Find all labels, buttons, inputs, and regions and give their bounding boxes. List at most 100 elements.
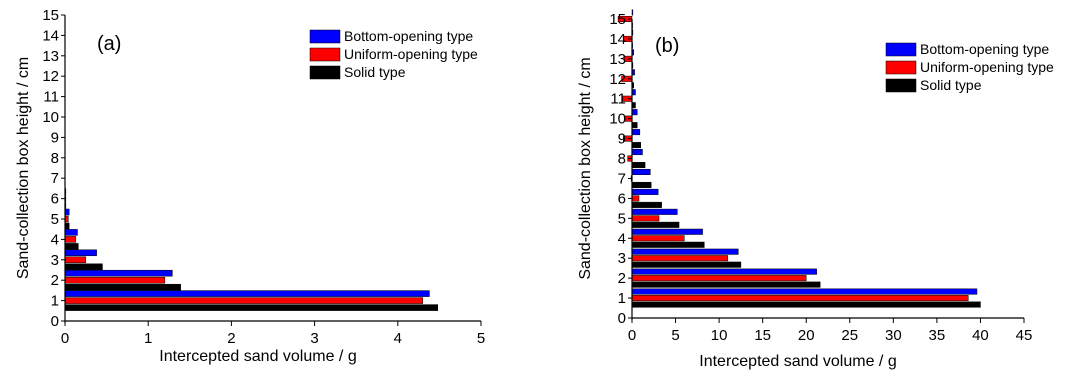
y-tick-label: 8 <box>618 151 626 168</box>
y-tick-label: 13 <box>42 48 59 65</box>
bar-solid-type-h2 <box>631 281 821 288</box>
legend-swatch <box>309 47 341 62</box>
legend-swatch <box>309 29 341 44</box>
y-tick-label: 13 <box>609 51 626 68</box>
bar-uniform-opening-type-h2 <box>631 275 807 282</box>
y-tick-label: 1 <box>618 290 626 307</box>
x-tick-label: 5 <box>477 330 485 347</box>
bar-bottom-opening-type-h4 <box>64 229 78 236</box>
y-tick-label: 9 <box>618 131 626 148</box>
legend: Bottom-opening type Uniform-opening type S… <box>309 28 478 80</box>
bar-bottom-opening-type-h7 <box>631 168 651 175</box>
bar-solid-type-h1 <box>64 304 438 311</box>
x-tick-label: 40 <box>972 327 989 344</box>
x-tick-label: 20 <box>798 327 815 344</box>
y-tick-label: 7 <box>618 170 626 187</box>
bar-solid-type-h1 <box>631 301 981 308</box>
x-tick-label: 35 <box>929 327 946 344</box>
bar-solid-type-h8 <box>631 162 646 169</box>
bar-bottom-opening-type-h6 <box>631 188 659 195</box>
x-tick-label: 2 <box>227 330 235 347</box>
legend-swatch <box>309 65 341 80</box>
bar-uniform-opening-type-h1 <box>64 297 424 304</box>
y-tick-label: 8 <box>51 150 59 167</box>
y-tick-label: 1 <box>51 293 59 310</box>
x-tick-label: 25 <box>841 327 858 344</box>
bar-solid-type-h6 <box>631 201 662 208</box>
bar-uniform-opening-type-h6 <box>631 195 640 202</box>
y-tick-label: 15 <box>609 11 626 28</box>
y-tick-label: 2 <box>618 270 626 287</box>
x-axis-label: Intercepted sand volume / g <box>159 348 356 365</box>
bar-uniform-opening-type-h4 <box>631 235 685 242</box>
x-tick-label: 15 <box>754 327 771 344</box>
bar-bottom-opening-type-h9 <box>631 129 641 136</box>
x-tick-label: 4 <box>394 330 402 347</box>
panel-label: (b) <box>655 35 679 57</box>
x-tick-label: 0 <box>628 327 636 344</box>
legend-label: Uniform-opening type <box>920 59 1054 75</box>
bar-bottom-opening-type-h4 <box>631 228 703 235</box>
bar-solid-type-h10 <box>631 122 638 129</box>
bar-solid-type-h3 <box>631 261 742 268</box>
y-tick-label: 7 <box>51 170 59 187</box>
x-tick-label: 10 <box>711 327 728 344</box>
bar-bottom-opening-type-h2 <box>631 268 817 275</box>
y-tick-label: 5 <box>618 210 626 227</box>
bar-uniform-opening-type-h2 <box>64 276 166 284</box>
y-tick-label: 6 <box>618 190 626 207</box>
x-tick-label: 45 <box>1016 327 1033 344</box>
legend-label: Solid type <box>920 77 982 93</box>
y-tick-label: 15 <box>42 7 59 24</box>
legend-swatch <box>885 60 917 75</box>
y-tick-label: 14 <box>42 27 59 44</box>
bar-uniform-opening-type-h3 <box>64 256 87 264</box>
x-tick-label: 5 <box>671 327 679 344</box>
y-axis-label: Sand-collection box height / cm <box>577 57 594 279</box>
bar-bottom-opening-type-h1 <box>631 288 978 295</box>
y-tick-label: 2 <box>51 272 59 289</box>
bar-bottom-opening-type-h10 <box>631 109 638 116</box>
x-tick-label: 30 <box>885 327 902 344</box>
bar-bottom-opening-type-h5 <box>631 208 678 215</box>
y-tick-label: 12 <box>609 71 626 88</box>
legend-label: Uniform-opening type <box>344 46 478 62</box>
y-tick-label: 0 <box>618 310 626 327</box>
bar-uniform-opening-type-h4 <box>64 236 77 243</box>
y-axis-label: Sand-collection box height / cm <box>15 57 32 279</box>
bar-uniform-opening-type-h1 <box>631 295 969 302</box>
y-tick-label: 0 <box>51 313 59 330</box>
panel-label: (a) <box>97 33 121 55</box>
x-tick-label: 1 <box>144 330 152 347</box>
bar-uniform-opening-type-h3 <box>631 255 729 262</box>
y-tick-label: 10 <box>609 111 626 128</box>
y-tick-label: 9 <box>51 129 59 146</box>
bar-bottom-opening-type-h2 <box>64 269 173 277</box>
legend-label: Solid type <box>344 64 406 80</box>
bar-bottom-opening-type-h8 <box>631 149 643 156</box>
bar-bottom-opening-type-h5 <box>64 208 70 216</box>
bar-solid-type-h2 <box>64 283 181 291</box>
y-tick-label: 14 <box>609 31 626 48</box>
y-tick-label: 3 <box>618 250 626 267</box>
bar-solid-type-h3 <box>64 263 103 271</box>
bar-solid-type-h4 <box>631 241 705 248</box>
y-tick-label: 4 <box>51 231 59 248</box>
y-tick-label: 4 <box>618 230 626 247</box>
bar-bottom-opening-type-h15 <box>631 9 634 16</box>
x-tick-label: 0 <box>61 330 69 347</box>
legend-label: Bottom-opening type <box>344 28 473 44</box>
y-tick-label: 12 <box>42 68 59 85</box>
bar-solid-type-h9 <box>631 142 641 149</box>
legend: Bottom-opening type Uniform-opening type S… <box>885 41 1054 93</box>
legend-label: Bottom-opening type <box>920 41 1049 57</box>
y-tick-label: 6 <box>51 191 59 208</box>
x-tick-label: 3 <box>310 330 318 347</box>
y-tick-label: 11 <box>610 91 626 108</box>
bar-solid-type-h5 <box>631 221 680 228</box>
bar-bottom-opening-type-h3 <box>64 249 97 257</box>
y-tick-label: 11 <box>43 89 59 106</box>
